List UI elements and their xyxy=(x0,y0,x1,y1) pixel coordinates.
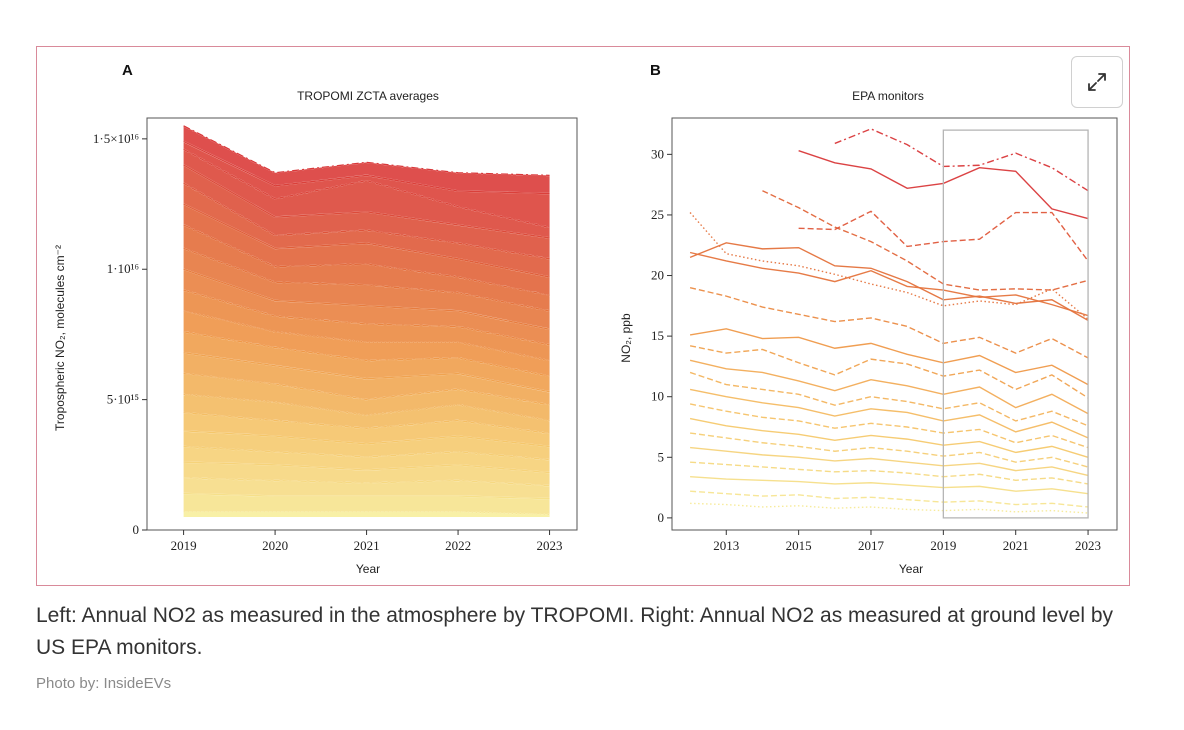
series-line-m12 xyxy=(689,371,1089,427)
y-tick-label: 15 xyxy=(651,328,664,343)
series-line-m2 xyxy=(834,128,1089,192)
y-tick-label: 20 xyxy=(651,268,664,283)
x-tick-label: 2021 xyxy=(1003,538,1029,553)
band-s1 xyxy=(183,125,550,194)
series-line-color-s12 xyxy=(183,331,550,377)
band-s21 xyxy=(183,493,550,515)
band-s5 xyxy=(183,183,550,278)
series-line-color-s1 xyxy=(183,125,550,177)
series-line-color-s5 xyxy=(183,182,550,260)
series-line-m13 xyxy=(689,388,1089,439)
band-s9 xyxy=(183,269,550,345)
band-s14 xyxy=(183,373,550,421)
band-s6 xyxy=(183,204,550,296)
series-line-color-s14 xyxy=(183,372,550,406)
y-tick-label: 1·5×10¹⁶ xyxy=(93,131,139,146)
x-tick-label: 2023 xyxy=(537,538,563,553)
series-line-m21 xyxy=(690,502,1089,514)
series-line-m17 xyxy=(690,446,1089,477)
band-s10 xyxy=(183,290,550,361)
band-s8 xyxy=(183,248,550,330)
series-line-m18 xyxy=(690,461,1089,485)
x-tick-label: 2020 xyxy=(262,538,288,553)
panel-b-axes: 0 5 10 15 20 25 30 2013 2015 2017 2019 2021 2023 xyxy=(651,146,1101,553)
series-line-m15 xyxy=(689,417,1089,458)
x-tick-label: 2019 xyxy=(171,538,197,553)
panel-a-letter: A xyxy=(122,62,133,79)
series-line-m5 xyxy=(689,242,1089,321)
band-s15 xyxy=(183,394,550,434)
series-line-m4 xyxy=(689,212,1089,320)
x-tick-label: 2013 xyxy=(713,538,739,553)
series-line-color-s18 xyxy=(183,445,550,461)
panel-a-title: TROPOMI ZCTA averages xyxy=(297,89,439,103)
band-s7 xyxy=(183,224,550,311)
series-line-m16 xyxy=(689,432,1089,468)
series-line-m20 xyxy=(690,490,1089,508)
panel-b-ylabel: NO₂, ppb xyxy=(619,313,633,363)
series-line-color-s6 xyxy=(183,203,550,278)
series-line-color-s10 xyxy=(183,289,550,346)
series-line-color-s15 xyxy=(183,393,550,422)
series-line-m11 xyxy=(689,359,1089,415)
series-line-color-s16 xyxy=(183,412,550,435)
series-line-m8 xyxy=(689,286,1089,359)
panel-b-xlabel: Year xyxy=(899,562,923,576)
y-tick-label: 5·10¹⁵ xyxy=(107,392,139,407)
panel-a-series xyxy=(183,125,550,517)
series-line-color-s9 xyxy=(183,268,550,330)
y-tick-label: 25 xyxy=(651,207,664,222)
y-tick-label: 10 xyxy=(651,389,664,404)
panel-b-plot-area xyxy=(671,117,1118,531)
y-tick-label: 1·10¹⁶ xyxy=(107,261,139,276)
series-line-m19 xyxy=(690,475,1089,495)
y-tick-label: 0 xyxy=(133,522,140,537)
band-s3 xyxy=(183,149,550,238)
panel-b-letter: B xyxy=(650,62,661,79)
band-s17 xyxy=(183,430,550,460)
x-tick-label: 2023 xyxy=(1075,538,1101,553)
series-line-color-s21 xyxy=(183,492,550,500)
x-tick-label: 2019 xyxy=(930,538,956,553)
panel-b-highlight-box xyxy=(942,129,1089,519)
panel-b-series xyxy=(689,128,1089,514)
series-line-m3 xyxy=(762,190,1089,291)
panel-a-ylabel: Tropospheric NO₂, molecules cm⁻² xyxy=(53,245,67,431)
band-s11 xyxy=(183,310,550,377)
y-tick-label: 0 xyxy=(658,510,665,525)
band-s22 xyxy=(183,511,550,517)
series-line-m14 xyxy=(689,403,1089,449)
figure-caption: Left: Annual NO2 as measured in the atmo… xyxy=(36,604,1114,659)
series-line-color-s17 xyxy=(183,430,550,448)
x-tick-label: 2017 xyxy=(858,538,885,553)
series-line-color-s13 xyxy=(183,352,550,393)
x-tick-label: 2022 xyxy=(445,538,471,553)
expand-button[interactable] xyxy=(1071,56,1123,108)
series-line-color-s7 xyxy=(183,224,550,296)
band-s12 xyxy=(183,331,550,392)
series-line-m10 xyxy=(689,345,1089,399)
series-line-m7 xyxy=(689,251,1089,317)
series-line-color-s20 xyxy=(183,477,550,487)
series-line-color-s2 xyxy=(183,140,550,195)
x-tick-label: 2021 xyxy=(354,538,380,553)
series-line-m9 xyxy=(689,328,1089,386)
x-tick-label: 2015 xyxy=(786,538,812,553)
expand-arrows-icon xyxy=(1088,73,1106,91)
series-line-color-s8 xyxy=(183,247,550,312)
series-line-color-s4 xyxy=(183,164,550,239)
y-tick-label: 30 xyxy=(651,146,664,161)
y-tick-label: 5 xyxy=(658,449,665,464)
series-line-color-s11 xyxy=(183,310,550,362)
band-s20 xyxy=(183,477,550,499)
panel-a-plot-area xyxy=(146,117,578,531)
panel-a-xlabel: Year xyxy=(356,562,380,576)
series-line-color-s19 xyxy=(183,461,550,474)
panel-b-title: EPA monitors xyxy=(852,89,924,103)
photo-credit: Photo by: InsideEVs xyxy=(36,675,172,692)
panel-a-axes: 0 5·10¹⁵ 1·10¹⁶ 1·5×10¹⁶ 2019 2020 2021 2022 202… xyxy=(93,131,563,553)
series-line-color-s22 xyxy=(183,511,550,516)
band-s18 xyxy=(183,446,550,473)
